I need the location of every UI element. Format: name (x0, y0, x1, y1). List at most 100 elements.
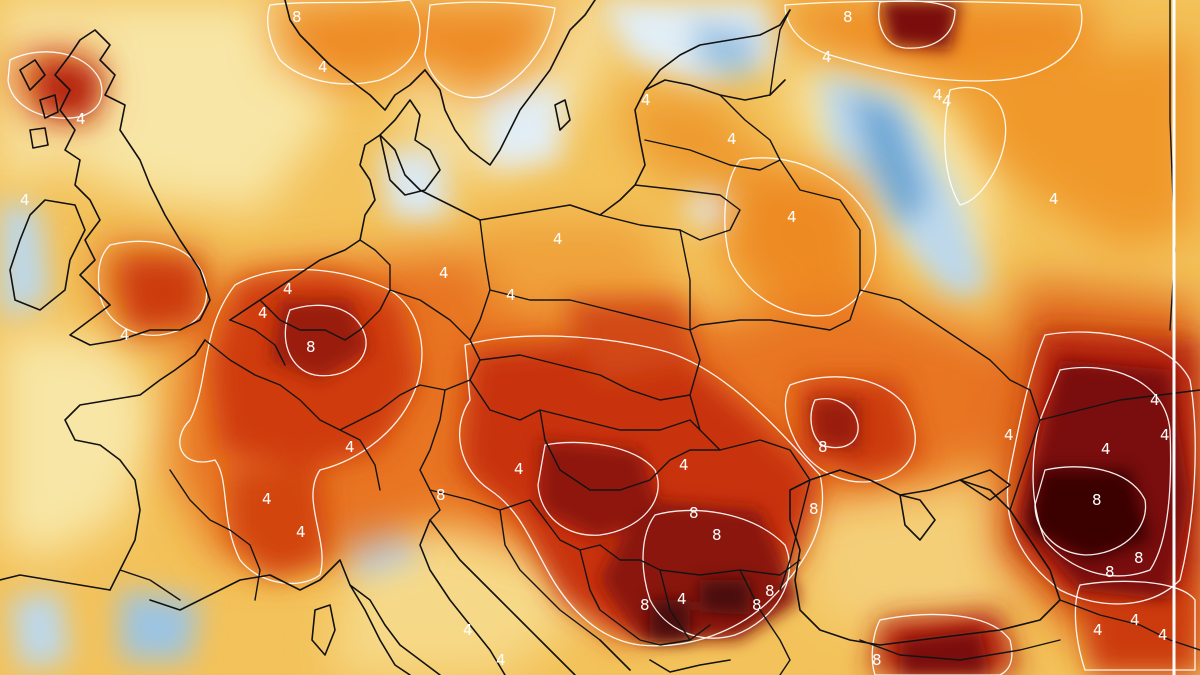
contour-label: 4 (679, 456, 689, 474)
border-line (739, 569, 791, 675)
contour-line (7, 51, 103, 119)
contour-label: 4 (439, 264, 449, 282)
contour-label: 4 (677, 590, 687, 608)
contour-label: 8 (1134, 549, 1144, 567)
italy-west-coast (349, 584, 441, 675)
peak-zones (650, 470, 1150, 640)
contour-label: 8 (1092, 491, 1102, 509)
contour-line (642, 509, 790, 639)
britain-coast (54, 29, 211, 346)
border-line (479, 354, 691, 401)
contour-label: 4 (318, 58, 328, 76)
contour-line (1074, 580, 1196, 671)
border-line (489, 289, 701, 396)
border-line (429, 489, 801, 576)
contour-line (458, 335, 824, 647)
contour-labels: 4 8 4 8 4 4 4 4 4 4 4 4 4 8 4 4 4 4 4 4 … (20, 8, 1170, 669)
contour-label: 8 (872, 651, 882, 669)
denmark-coast (379, 99, 441, 196)
anomaly-contours (7, 0, 1196, 675)
north-sea-coast (229, 134, 481, 321)
contour-line (537, 441, 659, 536)
contour-line (1032, 366, 1172, 577)
contour-label: 8 (712, 526, 722, 544)
contour-label: 4 (283, 280, 293, 298)
contour-label: 4 (120, 326, 130, 344)
border-line (644, 139, 781, 171)
contour-line (97, 240, 208, 336)
contour-line (871, 613, 1013, 675)
contour-line (424, 1, 556, 99)
france-atlantic-coast (64, 339, 206, 591)
adriatic-coast (419, 519, 576, 675)
contour-label: 4 (553, 230, 563, 248)
contour-label: 4 (1049, 190, 1059, 208)
border-line (419, 389, 446, 521)
contour-label: 8 (1105, 563, 1115, 581)
border-line (689, 94, 861, 331)
corsica-coast (311, 604, 336, 656)
contour-label: 4 (1130, 611, 1140, 629)
contour-label: 8 (292, 8, 302, 26)
norway-coast (284, 0, 426, 111)
border-line (659, 569, 691, 641)
border-line (169, 469, 261, 601)
contour-label: 4 (463, 621, 473, 639)
border-line (1059, 599, 1200, 651)
contour-label: 4 (506, 286, 516, 304)
contour-label: 4 (262, 490, 272, 508)
contour-label: 4 (1158, 626, 1168, 644)
contour-label: 4 (76, 110, 86, 128)
contour-label: 8 (689, 504, 699, 522)
contour-label: 8 (765, 582, 775, 600)
contour-label: 8 (752, 596, 762, 614)
border-line (469, 379, 721, 491)
national-borders (119, 0, 1200, 675)
baltic-south-coast (479, 79, 786, 221)
contour-label: 4 (727, 130, 737, 148)
contour-label: 4 (345, 438, 355, 456)
black-sea-coast (789, 469, 1061, 646)
border-line (769, 9, 791, 96)
contour-line (179, 268, 423, 585)
contour-label: 4 (1160, 426, 1170, 444)
contour-line (784, 376, 916, 483)
contour-line (944, 86, 1007, 206)
contour-label: 8 (436, 486, 446, 504)
contour-label: 8 (843, 8, 853, 26)
border-line (119, 569, 181, 601)
border-line (499, 509, 601, 641)
border-line (689, 394, 811, 591)
ireland-coast (9, 199, 86, 311)
contour-label: 4 (496, 651, 506, 669)
border-line (339, 289, 481, 431)
contour-label: 8 (640, 596, 650, 614)
sweden-coast (424, 0, 596, 166)
border-line (634, 184, 741, 241)
contour-label: 4 (822, 48, 832, 66)
contour-line (810, 398, 859, 449)
border-line (259, 239, 391, 341)
border-line (859, 639, 1061, 661)
contour-line (1006, 331, 1196, 605)
contour-label: 4 (933, 86, 943, 104)
contour-label: 4 (1004, 426, 1014, 444)
contour-label: 8 (818, 438, 828, 456)
border-line (859, 289, 1041, 511)
contour-line (284, 304, 367, 377)
iberia-north-coast (0, 574, 111, 591)
mediterranean-west-coast (149, 559, 411, 675)
gotland-coast (554, 99, 571, 131)
scotland-islands (19, 59, 59, 149)
contour-label: 4 (514, 460, 524, 478)
border-line (579, 549, 711, 646)
azov-coast (959, 469, 1011, 501)
contour-label: 4 (258, 304, 268, 322)
gulf-of-finland-coast (644, 9, 791, 91)
crimea-coast (899, 494, 936, 541)
contour-label: 4 (1093, 621, 1103, 639)
contour-line (1034, 466, 1147, 556)
contour-line (878, 0, 956, 49)
